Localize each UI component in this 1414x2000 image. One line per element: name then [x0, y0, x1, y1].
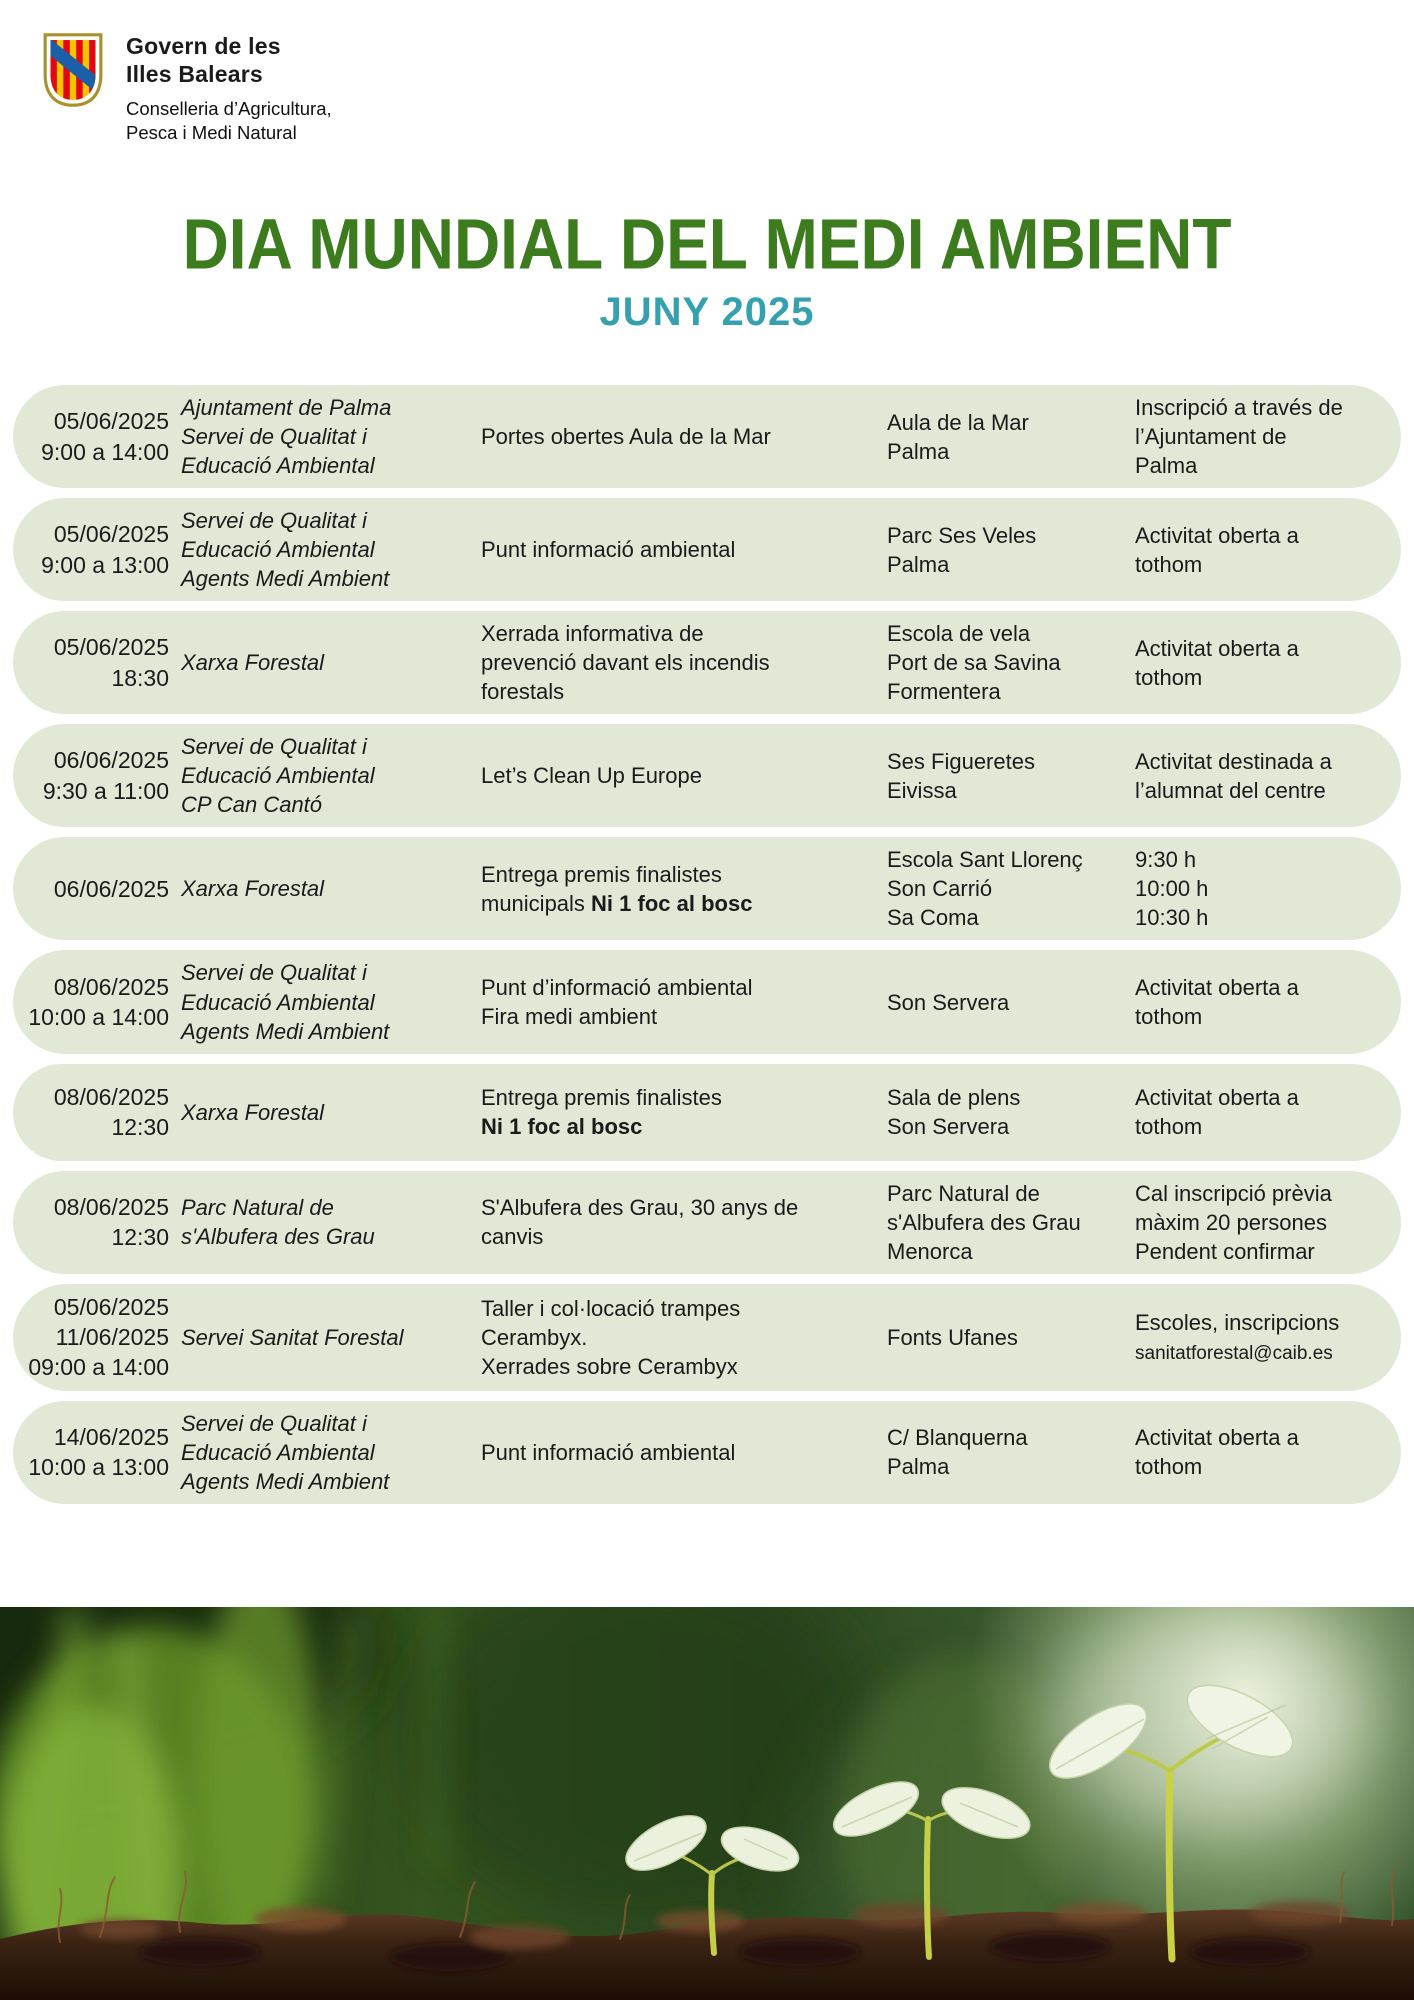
event-notes: Cal inscripció prèvia màxim 20 persones Pe… — [1135, 1180, 1332, 1264]
event-notes: Activitat oberta a tothom — [1135, 1425, 1299, 1480]
header-text: Govern de les Illes Balears Conselleria … — [126, 32, 332, 145]
event-organizer: Xarxa Forestal — [181, 1099, 325, 1125]
title-block: DIA MUNDIAL DEL MEDI AMBIENT JUNY 2025 — [0, 208, 1414, 332]
event-activity: Xerrada informativa de prevenció davant e… — [481, 621, 770, 705]
event-activity: Taller i col·locació trampes Cerambyx. Xer… — [481, 1295, 741, 1379]
event-row: 08/06/2025 12:30 Parc Natural de s'Albufer… — [13, 1170, 1401, 1274]
event-date: 08/06/2025 10:00 a 14:00 — [28, 973, 169, 1031]
event-notes: Escoles, inscripcions sanitatforestal@cai… — [1135, 1310, 1340, 1365]
event-location: Parc Ses Veles Palma — [887, 522, 1037, 577]
event-organizer: Servei de Qualitat i Educació Ambiental CP… — [181, 734, 375, 818]
event-row: 06/06/2025 Xarxa Forestal Entrega premis… — [13, 837, 1401, 941]
govern-illes-balears-crest-icon — [42, 32, 104, 108]
event-notes: Activitat oberta a tothom — [1135, 974, 1299, 1030]
event-row: 08/06/2025 10:00 a 14:00 Servei de Qualit… — [13, 950, 1401, 1054]
event-notes: Activitat oberta a tothom — [1135, 635, 1299, 690]
event-organizer: Xarxa Forestal — [181, 876, 325, 902]
event-date: 05/06/2025 18:30 — [53, 634, 169, 691]
event-location: Sala de plens Son Servera — [887, 1085, 1021, 1140]
event-organizer: Servei de Qualitat i Educació Ambiental Ag… — [181, 1410, 390, 1494]
event-organizer: Servei de Qualitat i Educació Ambiental Ag… — [181, 508, 390, 592]
event-location: Escola de vela Port de sa Savina Formenter… — [887, 621, 1061, 705]
event-row: 05/06/2025 9:00 a 13:00 Servei de Qualita… — [13, 498, 1401, 602]
department-line2: Pesca i Medi Natural — [126, 122, 297, 144]
event-location: Escola Sant Llorenç Son Carrió Sa Coma — [887, 847, 1083, 931]
page-subtitle: JUNY 2025 — [599, 290, 815, 334]
event-location: C/ Blanquerna Palma — [887, 1425, 1028, 1480]
org-name-line1: Govern de les — [126, 33, 281, 59]
event-activity: Entrega premis finalistes Ni 1 foc al bos… — [481, 1085, 722, 1140]
event-location: Son Servera — [887, 989, 1010, 1015]
event-row: 05/06/2025 11/06/2025 09:00 a 14:00 Servei… — [13, 1283, 1401, 1391]
event-row: 08/06/2025 12:30 Xarxa Forestal Entrega p… — [13, 1063, 1401, 1161]
event-activity: Let’s Clean Up Europe — [481, 763, 702, 789]
event-activity: Portes obertes Aula de la Mar — [481, 424, 771, 450]
department-line1: Conselleria d’Agricultura, — [126, 98, 332, 120]
event-notes: 9:30 h 10:00 h 10:30 h — [1135, 847, 1209, 931]
event-location: Parc Natural de s'Albufera des Grau Menorc… — [887, 1180, 1081, 1264]
event-activity: S'Albufera des Grau, 30 anys de canvis — [481, 1195, 799, 1250]
event-row: 05/06/2025 9:00 a 14:00 Ajuntament de Pal… — [13, 385, 1401, 489]
event-date: 06/06/2025 — [53, 875, 169, 902]
event-location: Aula de la Mar Palma — [887, 409, 1029, 464]
org-name-line2: Illes Balears — [126, 61, 263, 88]
event-notes: Activitat oberta a tothom — [1135, 522, 1299, 577]
event-organizer: Xarxa Forestal — [181, 650, 325, 676]
event-activity: Punt d’informació ambiental Fira medi amb… — [481, 974, 753, 1030]
event-activity: Punt informació ambiental — [481, 1439, 736, 1465]
event-activity: Punt informació ambiental — [481, 537, 736, 563]
event-date: 06/06/2025 9:30 a 11:00 — [42, 747, 169, 804]
event-notes: Activitat oberta a tothom — [1135, 1085, 1299, 1140]
event-date: 14/06/2025 10:00 a 13:00 — [28, 1423, 169, 1481]
event-date: 08/06/2025 12:30 — [53, 1193, 169, 1251]
event-location: Fonts Ufanes — [887, 1324, 1018, 1350]
page-title: DIA MUNDIAL DEL MEDI AMBIENT — [182, 203, 1232, 285]
event-organizer: Servei Sanitat Forestal — [181, 1324, 404, 1350]
event-date: 08/06/2025 12:30 — [53, 1083, 169, 1141]
event-organizer: Servei de Qualitat i Educació Ambiental Ag… — [181, 960, 390, 1044]
event-date: 05/06/2025 9:00 a 13:00 — [41, 521, 169, 578]
events-list: 05/06/2025 9:00 a 14:00 Ajuntament de Pal… — [13, 385, 1401, 1504]
event-date: 05/06/2025 11/06/2025 09:00 a 14:00 — [28, 1293, 169, 1381]
event-notes: Activitat destinada a l’alumnat del centr… — [1135, 748, 1332, 803]
event-row: 06/06/2025 9:30 a 11:00 Servei de Qualita… — [13, 724, 1401, 828]
event-date: 05/06/2025 9:00 a 14:00 — [41, 408, 169, 465]
seedlings-photo — [0, 1607, 1414, 2000]
event-activity: Entrega premis finalistes municipals Ni 1… — [481, 861, 753, 916]
header: Govern de les Illes Balears Conselleria … — [42, 32, 332, 145]
event-row: 05/06/2025 18:30 Xarxa Forestal Xerrada i… — [13, 611, 1401, 715]
event-location: Ses Figueretes Eivissa — [887, 748, 1035, 803]
event-organizer: Parc Natural de s'Albufera des Grau — [181, 1195, 375, 1250]
event-notes: Inscripció a través de l’Ajuntament de Pal… — [1135, 395, 1343, 479]
event-row: 14/06/2025 10:00 a 13:00 Servei de Qualit… — [13, 1400, 1401, 1504]
